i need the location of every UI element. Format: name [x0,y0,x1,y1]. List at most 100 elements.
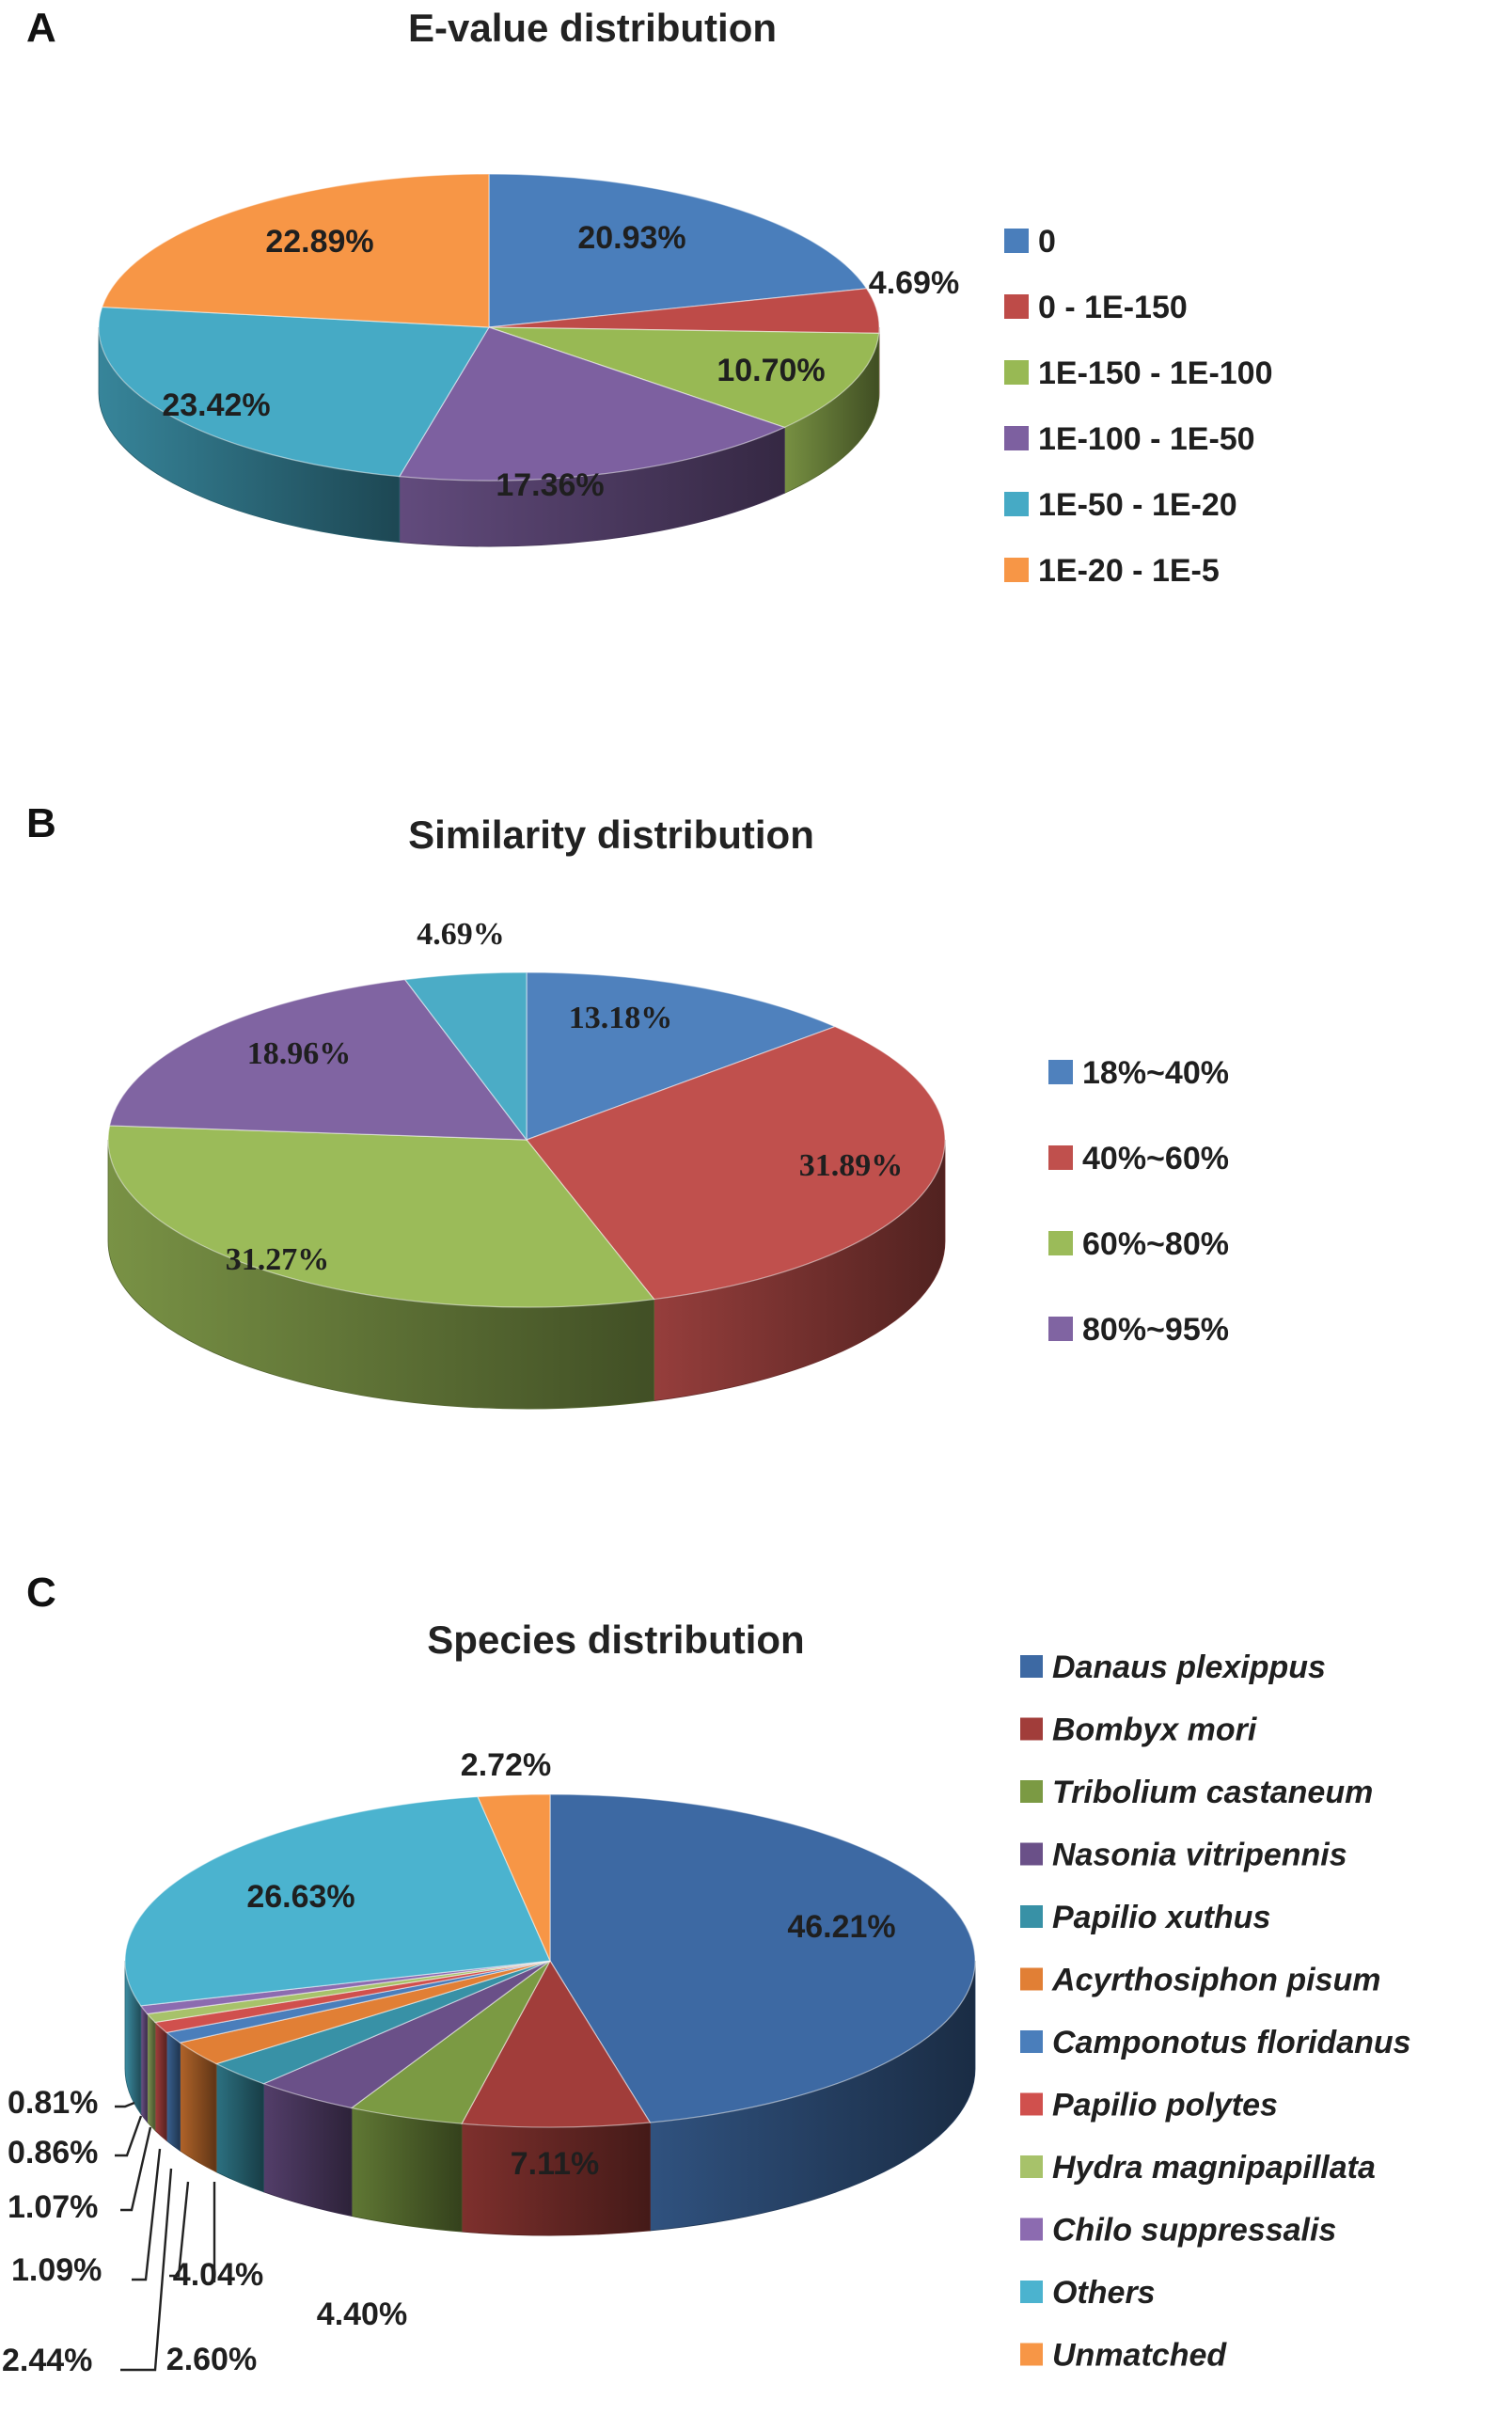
chart-c-legend-label-camponotus-floridanus: Camponotus floridanus [1052,2025,1411,2060]
chart-c-legend-swatch-others [1020,2281,1043,2303]
chart-b-slice-40-60 [526,1025,946,1301]
chart-c-wall-papilio-xuthus [215,2062,264,2193]
chart-b-slice-18-40 [526,971,837,1141]
chart-a-legend-swatch-1e-150-1e-100 [1004,360,1029,385]
chart-c-legend-label-papilio-xuthus: Papilio xuthus [1052,1900,1270,1935]
chart-a-slice-1e-100-1e-50 [398,326,786,481]
chart-b-legend-swatch-60-80 [1048,1231,1073,1255]
chart-b-slices [107,971,946,1308]
chart-b-legend-label-60-80: 60%~80% [1082,1226,1229,1262]
chart-c-legend-item: Acyrthosiphon pisum [1020,1963,1380,1998]
chart-b-slice-60-80 [107,1125,655,1308]
chart-b-slice-95-100 [403,971,528,1142]
chart-a-legend-item: 1E-100 - 1E-50 [1004,421,1255,457]
chart-c-slice-unmatched [477,1793,551,1962]
chart-c-label-papilio-polytes: 1.07% [8,2189,98,2225]
chart-c-legend-swatch-camponotus-floridanus [1020,2030,1043,2053]
chart-c-legend-item: Bombyx mori [1020,1713,1258,1748]
chart-b-legend-swatch-40-60 [1048,1145,1073,1170]
chart-c-legend-swatch-papilio-polytes [1020,2092,1043,2116]
chart-a-legend-item: 1E-150 - 1E-100 [1004,355,1273,391]
chart-a-slices [98,173,880,481]
chart-c-legend-item: Papilio polytes [1020,2088,1278,2123]
panel-letter-b: B [26,800,56,846]
chart-c-side-walls [124,1960,976,2236]
chart-c-label-acyrthosiphon-pisum: 2.44% [2,2343,92,2378]
chart-c-legend: Danaus plexippus Bombyx mori Tribolium cas… [1020,1649,1411,2374]
chart-b-slice-80-95 [108,979,528,1141]
chart-a-legend-label-1e-20-1e-5: 1E-20 - 1E-5 [1038,553,1220,589]
chart-c-legend-item: Danaus plexippus [1020,1649,1326,1685]
chart-c-legend-item: Chilo suppressalis [1020,2213,1336,2249]
chart-c-legend-swatch-hydra-magnipapillata [1020,2155,1043,2178]
chart-c-leader-1-09 [132,2148,162,2281]
chart-a-legend-item: 1E-50 - 1E-20 [1004,487,1237,523]
panel-a: A E-value distribution 20.93% 4.69% 10.70%… [26,5,1273,589]
chart-b-legend-item: 80%~95% [1048,1312,1229,1348]
chart-c-legend-swatch-chilo-suppressalis [1020,2218,1043,2241]
chart-a-title: E-value distribution [408,6,777,50]
chart-a-legend-label-0-1e-150: 0 - 1E-150 [1038,290,1188,325]
chart-c-pie: 46.21% 7.11% 4.40% 4.04% 2.60% 2.44% 1.09% 1.07… [2,1747,976,2378]
chart-b-legend-item: 18%~40% [1048,1055,1229,1091]
chart-c-wall-papilio-polytes [154,2021,167,2142]
panel-c: C Species distribution 46.21%7.11%4.40%4… [2,1570,1411,2378]
chart-a-legend-swatch-0 [1004,229,1029,253]
chart-c-legend-item: Papilio xuthus [1020,1900,1270,1935]
chart-c-legend-label-hydra-magnipapillata: Hydra magnipapillata [1052,2150,1376,2186]
chart-c-wall-acyrthosiphon-pisum [180,2042,217,2173]
chart-b-label-18-40: 13.18% [569,1001,673,1035]
chart-c-legend-label-chilo-suppressalis: Chilo suppressalis [1052,2213,1336,2249]
chart-c-slice-others [124,1795,551,2007]
chart-c-slice-danaus-plexippus [549,1793,976,2123]
chart-c-legend-swatch-nasonia-vitripennis [1020,1842,1043,1866]
chart-c-legend-swatch-unmatched [1020,2343,1043,2366]
chart-c-label-chilo-suppressalis: 0.81% [8,2085,98,2121]
chart-c-legend-item: Unmatched [1020,2338,1227,2374]
chart-b-legend-label-40-60: 40%~60% [1082,1141,1229,1176]
chart-c-label-danaus-plexippus: 46.21% [787,1909,895,1945]
chart-c-slices [124,1793,976,2128]
chart-b-legend-swatch-80-95 [1048,1317,1073,1341]
chart-c-label-others: 26.63% [246,1879,354,1915]
chart-a-label-0-1e-150: 4.69% [869,265,959,301]
chart-c-label-unmatched: 2.72% [461,1747,551,1783]
chart-b-value-labels: 13.18% 31.89% 31.27% 18.96% 4.69% [226,917,904,1277]
chart-a-slice-1e-50-1e-20 [98,306,491,478]
chart-c-label-bombyx-mori: 7.11% [511,2146,600,2182]
chart-c-wall-camponotus-floridanus [165,2031,181,2152]
chart-b-legend-item: 60%~80% [1048,1226,1229,1262]
chart-c-slice-bombyx-mori [461,1959,652,2128]
chart-c-leader-lines [115,2101,216,2372]
chart-c-legend-label-others: Others [1052,2275,1156,2311]
panel-letter-c: C [26,1570,56,1616]
chart-b-legend-label-18-40: 18%~40% [1082,1055,1229,1091]
chart-a-legend-swatch-1e-20-1e-5 [1004,558,1029,582]
chart-b-legend-label-80-95: 80%~95% [1082,1312,1229,1348]
chart-c-legend-item: Nasonia vitripennis [1020,1838,1347,1873]
chart-c-legend-label-tribolium-castaneum: Tribolium castaneum [1052,1775,1373,1810]
chart-b-legend: 18%~40% 40%~60% 60%~80% 80%~95% [1048,1055,1229,1348]
chart-b-label-60-80: 31.27% [226,1242,330,1277]
chart-b-label-80-95: 18.96% [247,1036,352,1071]
chart-c-title: Species distribution [427,1618,804,1662]
chart-c-leader-0-86 [115,2115,143,2157]
chart-a-label-1e-100-1e-50: 17.36% [496,467,604,503]
chart-a-legend-label-1e-150-1e-100: 1E-150 - 1E-100 [1038,355,1273,391]
chart-c-label-hydra-magnipapillata: 0.86% [8,2135,98,2170]
chart-a-legend: 0 0 - 1E-150 1E-150 - 1E-100 1E-100 - 1E-50… [1004,224,1273,589]
chart-c-value-labels: 46.21% 7.11% 4.40% 4.04% 2.60% 2.44% 1.09% 1.07… [2,1747,896,2378]
chart-a-slice-1e-150-1e-100 [488,326,880,429]
panel-b: B Similarity distribution 13.18% 31.89% 31… [26,800,1229,1410]
chart-a-label-1e-20-1e-5: 22.89% [265,224,373,260]
chart-c-legend-label-nasonia-vitripennis: Nasonia vitripennis [1052,1838,1347,1873]
chart-a-pie: 20.93% 4.69% 10.70% 17.36% 23.42% 22.89% [98,173,959,547]
chart-c-legend-swatch-bombyx-mori [1020,1717,1043,1741]
chart-c-label-papilio-xuthus: 2.60% [166,2342,257,2377]
chart-c-label-tribolium-castaneum: 4.40% [317,2297,407,2332]
chart-b-legend-item: 40%~60% [1048,1141,1229,1176]
chart-b-pie: 13.18% 31.89% 31.27% 18.96% 4.69% [107,917,946,1410]
chart-c-legend-swatch-acyrthosiphon-pisum [1020,1967,1043,1991]
chart-a-legend-swatch-1e-50-1e-20 [1004,492,1029,516]
